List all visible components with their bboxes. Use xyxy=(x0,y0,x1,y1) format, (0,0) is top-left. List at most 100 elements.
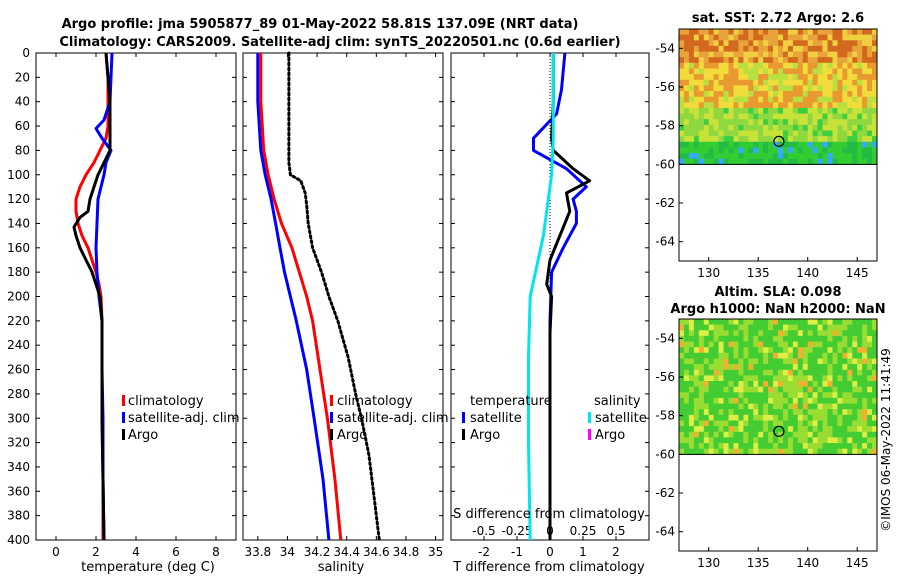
map-cell xyxy=(837,57,843,64)
map-cell xyxy=(832,79,838,86)
x-tick-label: 2 xyxy=(612,545,620,559)
map-cell xyxy=(733,119,739,126)
map-cell xyxy=(817,319,824,326)
map-cell xyxy=(783,397,789,404)
map-cell xyxy=(743,409,749,416)
map-cell xyxy=(768,347,774,354)
map-cell xyxy=(792,153,799,160)
map-cell xyxy=(867,57,873,64)
map-cell xyxy=(842,437,848,444)
map-cell xyxy=(688,369,695,376)
map-cell xyxy=(684,381,690,388)
map-cell xyxy=(708,341,715,348)
map-cell xyxy=(807,62,814,69)
map-cell xyxy=(688,364,695,371)
map-cell xyxy=(807,403,814,410)
map-cell xyxy=(693,330,700,337)
map-cell xyxy=(718,136,725,143)
map-cell xyxy=(778,437,784,444)
map-cell xyxy=(832,147,838,154)
map-cell xyxy=(708,79,715,86)
map-cell xyxy=(802,437,809,444)
map-cell xyxy=(832,347,838,354)
map-cell xyxy=(787,29,794,36)
map-cell xyxy=(857,319,863,326)
map-cell xyxy=(753,386,759,393)
map-cell xyxy=(862,420,868,427)
map-cell xyxy=(728,153,734,160)
map-cell xyxy=(679,335,685,342)
map-cell xyxy=(787,119,794,126)
map-cell xyxy=(847,91,853,98)
map-cell xyxy=(847,403,853,410)
map-cell xyxy=(837,147,843,154)
map-cell xyxy=(812,409,819,416)
map-cell xyxy=(723,68,729,75)
map-cell xyxy=(783,57,789,64)
map-cell xyxy=(797,347,804,354)
map-cell xyxy=(827,375,833,382)
map-cell xyxy=(807,96,814,103)
map-cell xyxy=(862,124,868,131)
lon-tick-label: 135 xyxy=(747,266,770,280)
map-cell xyxy=(857,409,863,416)
map-cell xyxy=(738,319,744,326)
map-cell xyxy=(738,158,744,165)
map-cell xyxy=(792,319,799,326)
map-cell xyxy=(802,51,809,58)
map-cell xyxy=(817,431,824,438)
map-cell xyxy=(802,426,809,433)
map-cell xyxy=(679,397,685,404)
map-cell xyxy=(832,91,838,98)
map-cell xyxy=(688,347,695,354)
map-cell xyxy=(812,437,819,444)
map-cell xyxy=(812,386,819,393)
map-cell xyxy=(817,448,824,455)
map-cell xyxy=(812,74,819,81)
map-cell xyxy=(773,119,779,126)
map-cell xyxy=(688,57,695,64)
map-cell xyxy=(867,386,873,393)
map-cell xyxy=(698,57,705,64)
map-cell xyxy=(827,448,833,455)
map-cell xyxy=(797,443,804,450)
map-cell xyxy=(723,102,729,109)
map-cell xyxy=(857,29,863,36)
map-cell xyxy=(763,392,769,399)
map-cell xyxy=(728,130,734,137)
map-cell xyxy=(852,34,858,41)
map-cell xyxy=(842,369,848,376)
map-cell xyxy=(768,386,774,393)
map-cell xyxy=(778,397,784,404)
map-cell xyxy=(802,414,809,421)
map-cell xyxy=(758,358,764,365)
map-cell xyxy=(847,34,853,41)
map-cell xyxy=(713,364,720,371)
map-cell xyxy=(733,40,739,47)
map-cell xyxy=(723,40,729,47)
map-cell xyxy=(783,141,789,148)
depth-tick-label: 40 xyxy=(15,95,30,109)
map-cell xyxy=(733,420,739,427)
map-cell xyxy=(847,341,853,348)
map-cell xyxy=(852,403,858,410)
map-cell xyxy=(807,341,814,348)
lat-tick-label: -62 xyxy=(655,486,675,500)
map-cell xyxy=(827,158,833,165)
map-cell xyxy=(708,57,715,64)
map-cell xyxy=(679,79,685,86)
map-cell xyxy=(728,102,734,109)
map-cell xyxy=(867,443,873,450)
map-cell xyxy=(708,381,715,388)
map-cell xyxy=(688,79,695,86)
map-cell xyxy=(847,153,853,160)
map-cell xyxy=(837,91,843,98)
map-cell xyxy=(837,347,843,354)
map-cell xyxy=(728,34,734,41)
map-cell xyxy=(802,352,809,359)
difference-xlabel-top: S difference from climatology xyxy=(453,507,645,522)
map-cell xyxy=(802,102,809,109)
map-cell xyxy=(768,124,774,131)
map-cell xyxy=(783,136,789,143)
map-cell xyxy=(792,141,799,148)
